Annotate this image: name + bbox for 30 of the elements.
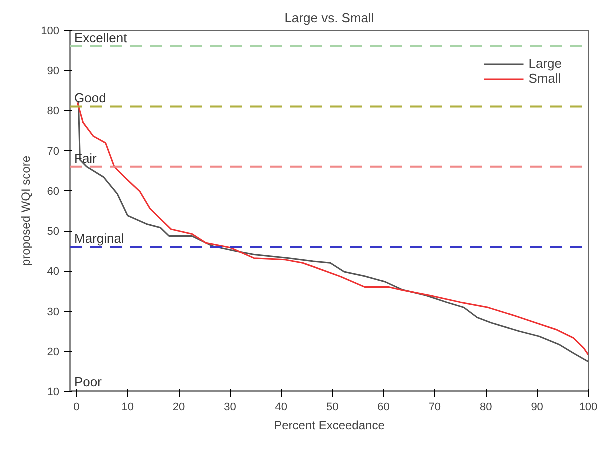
chart-title: Large vs. Small bbox=[284, 10, 374, 26]
y-axis-title: proposed WQI score bbox=[19, 156, 34, 266]
x-tick-label: 100 bbox=[579, 402, 598, 414]
y-tick-label: 70 bbox=[47, 146, 60, 158]
x-tick-label: 0 bbox=[74, 402, 80, 414]
y-tick-label: 60 bbox=[47, 186, 60, 198]
x-tick-label: 30 bbox=[224, 402, 236, 414]
x-tick-label: 20 bbox=[172, 402, 186, 414]
x-tick-label: 60 bbox=[378, 402, 390, 414]
x-tick-label: 70 bbox=[428, 402, 442, 414]
y-tick-label: 30 bbox=[47, 306, 60, 318]
ref-line-label: Good bbox=[74, 90, 106, 106]
x-tick-label: 90 bbox=[531, 402, 544, 414]
y-tick-label: 80 bbox=[47, 106, 60, 118]
y-tick-label: 10 bbox=[47, 386, 60, 398]
y-tick-label: 20 bbox=[47, 346, 60, 358]
ref-line-label: Excellent bbox=[74, 30, 128, 46]
y-tick-label: 90 bbox=[47, 66, 60, 78]
legend-label: Small bbox=[528, 71, 562, 86]
x-tick-label: 80 bbox=[480, 402, 492, 414]
y-tick-label: 40 bbox=[47, 266, 60, 278]
annotation: Poor bbox=[74, 374, 103, 390]
legend-label: Large bbox=[528, 56, 562, 71]
x-tick-label: 50 bbox=[326, 402, 339, 414]
x-axis-title: Percent Exceedance bbox=[274, 418, 386, 432]
x-tick-label: 10 bbox=[122, 402, 134, 414]
x-tick-label: 40 bbox=[275, 402, 288, 414]
ref-line-label: Marginal bbox=[74, 231, 124, 246]
y-tick-label: 50 bbox=[47, 226, 60, 238]
y-tick-label: 100 bbox=[41, 26, 60, 38]
